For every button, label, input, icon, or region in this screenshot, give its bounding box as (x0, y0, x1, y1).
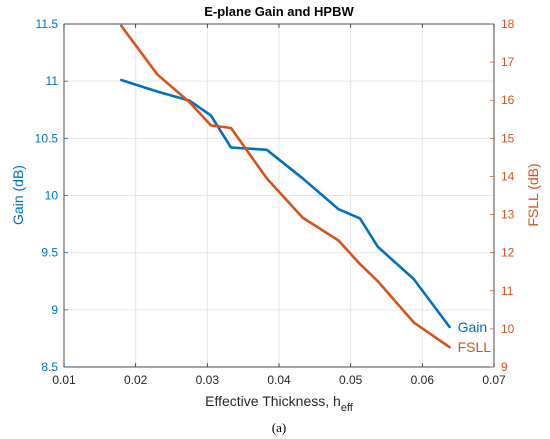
chart-title: E-plane Gain and HPBW (204, 4, 354, 19)
y-right-tick-label: 11 (501, 284, 514, 298)
x-tick-label: 0.01 (52, 373, 76, 387)
x-axis-title: Effective Thickness, heff (205, 393, 354, 414)
y-right-tick-label: 10 (501, 322, 515, 336)
series-layer (120, 24, 451, 349)
y-left-tick-label: 10.5 (35, 131, 59, 145)
y-left-tick-label: 11.5 (36, 17, 59, 31)
fsll-series-line (120, 24, 451, 349)
x-axis-title-main: Effective Thickness, h (205, 393, 341, 409)
y-right-axis-title: FSLL (dB) (525, 163, 541, 226)
x-tick-label: 0.05 (339, 373, 363, 387)
y-left-tick-label: 9.5 (41, 246, 58, 260)
series-labels: Gain FSLL (458, 319, 492, 355)
y-right-tick-label: 18 (501, 17, 515, 31)
x-tick-label: 0.06 (411, 373, 435, 387)
x-tick-label: 0.04 (267, 373, 291, 387)
y-right-tick-label: 13 (501, 208, 515, 222)
y-right-tick-label: 9 (501, 360, 508, 374)
y-right-tick-labels: 9 10 11 12 13 14 15 16 17 18 (501, 17, 515, 374)
y-left-axis-title: Gain (dB) (10, 165, 26, 225)
tick-marks (63, 23, 495, 368)
y-right-tick-label: 17 (501, 55, 515, 69)
figure-caption: (a) (272, 420, 286, 435)
y-left-tick-label: 9 (51, 303, 58, 317)
y-right-tick-label: 12 (501, 246, 515, 260)
y-left-tick-label: 11 (46, 74, 59, 88)
y-right-tick-label: 15 (501, 131, 515, 145)
y-left-tick-label: 10 (45, 189, 59, 203)
x-tick-label: 0.03 (196, 373, 220, 387)
y-left-tick-label: 8.5 (41, 360, 58, 374)
x-tick-label: 0.02 (124, 373, 148, 387)
x-tick-label: 0.07 (482, 373, 506, 387)
y-right-tick-label: 16 (501, 93, 515, 107)
x-tick-labels: 0.01 0.02 0.03 0.04 0.05 0.06 0.07 (52, 373, 506, 387)
gain-series-label: Gain (458, 319, 488, 335)
y-left-tick-labels: 8.5 9 9.5 10 10.5 11 11.5 (35, 17, 59, 374)
fsll-series-label: FSLL (458, 339, 492, 355)
x-axis-title-subscript: eff (341, 402, 354, 414)
y-right-tick-label: 14 (501, 169, 515, 183)
